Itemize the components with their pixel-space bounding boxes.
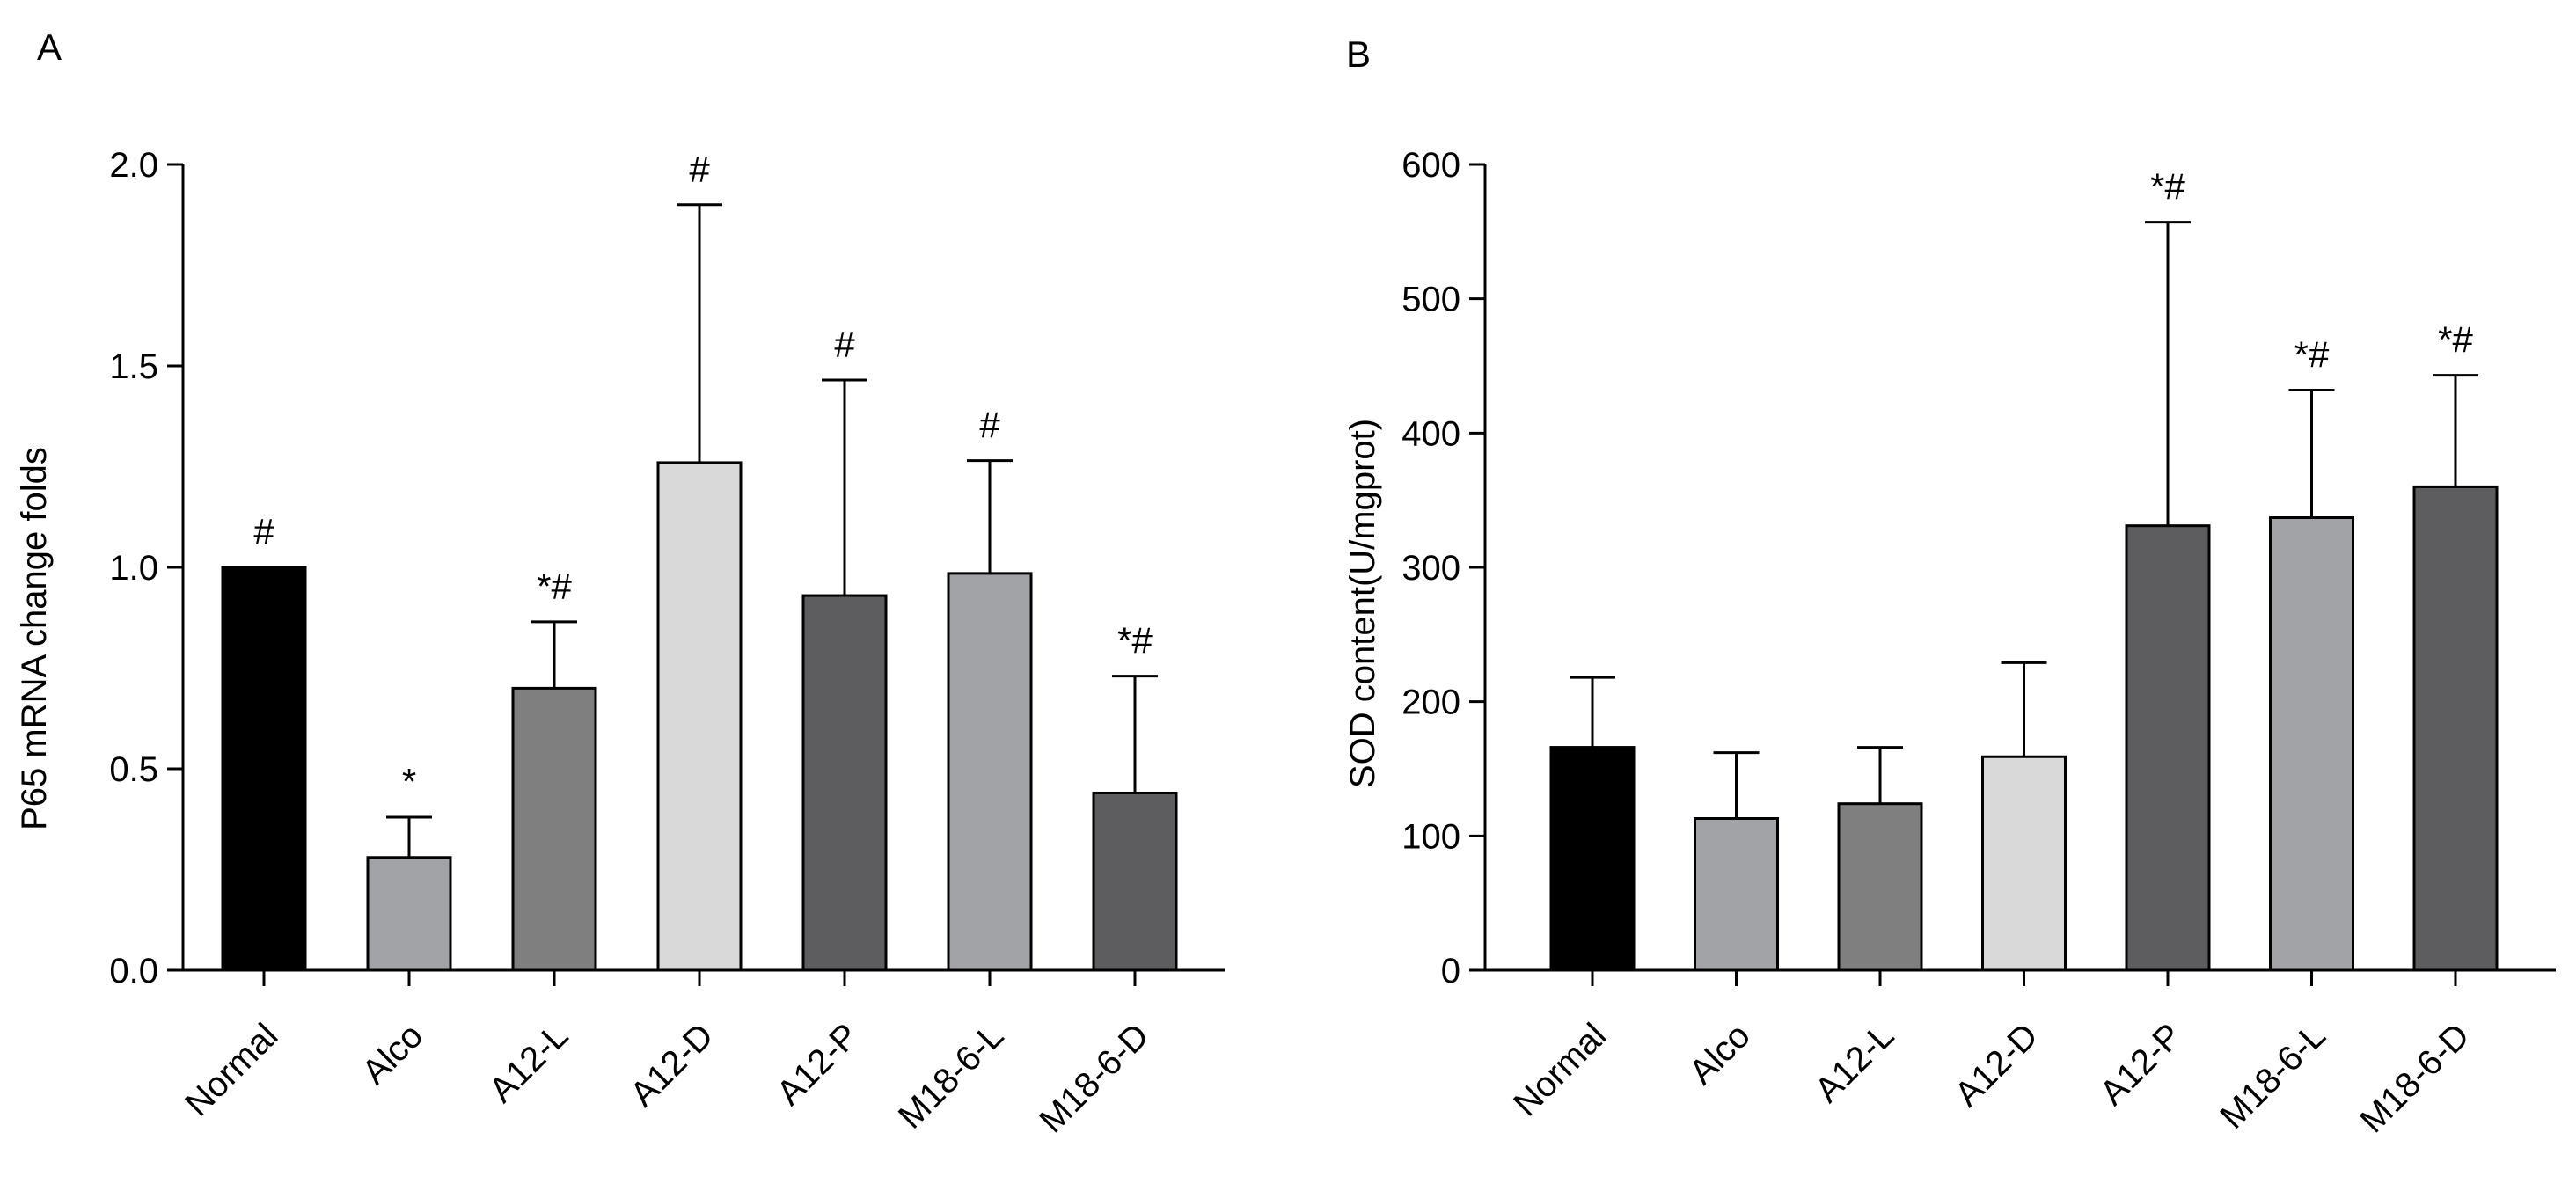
y-ticks: 0.0 0.5 1.0 1.5 2.0 <box>109 146 183 990</box>
x-tick-label: M18-6-D <box>2353 1016 2477 1140</box>
x-tick-label: Normal <box>1506 1016 1614 1123</box>
x-tick-label: M18-6-L <box>2213 1016 2332 1136</box>
bar <box>511 686 597 972</box>
y-tick-label: 0.0 <box>109 952 158 990</box>
y-tick-label: 500 <box>1401 281 1460 319</box>
x-tick-label: A12-D <box>623 1016 721 1114</box>
panel-a: A P65 mRNA change folds 0.00.51.01.52.0 … <box>15 26 1225 1140</box>
panel-label: A <box>37 26 62 68</box>
x-tick-label: A12-P <box>2093 1016 2190 1113</box>
bar <box>801 594 888 972</box>
x-tick-label: A12-D <box>1948 1016 2045 1114</box>
significance-mark: # <box>253 511 274 552</box>
significance-mark: *# <box>2438 319 2473 361</box>
x-tick-label: A12-P <box>770 1016 867 1113</box>
bar <box>947 572 1033 972</box>
significance-mark: *# <box>2150 166 2185 208</box>
y-tick-label: 1.5 <box>109 347 158 386</box>
x-tick-labels: Normal Alco A12-L A12-D A12-P M18-6-L M18-6-D <box>178 1016 1156 1140</box>
y-axis-title: SOD content(U/mgprot) <box>1343 419 1382 788</box>
x-tick-label: M18-6-L <box>891 1016 1011 1136</box>
significance-mark: *# <box>1117 620 1153 661</box>
y-tick-label: 600 <box>1401 146 1460 185</box>
bar <box>1092 791 1178 972</box>
axes <box>1483 164 2556 986</box>
bar <box>656 461 743 972</box>
x-tick-label: Normal <box>178 1016 285 1123</box>
y-ticks: 0 100 200 300 400 500 600 <box>1401 146 1485 990</box>
bar <box>1981 755 2067 972</box>
significance-marks: # * *# # # # *# <box>253 149 1153 802</box>
x-tick-label: A12-L <box>482 1016 576 1110</box>
bar <box>366 856 452 972</box>
bar <box>1549 746 1636 972</box>
significance-marks: *# *# *# <box>2150 166 2473 376</box>
y-tick-label: 300 <box>1401 549 1460 588</box>
bar <box>1694 816 1779 972</box>
bars <box>1549 485 2499 972</box>
bar <box>221 566 307 972</box>
bar <box>1837 802 1923 972</box>
significance-mark: *# <box>2294 333 2330 375</box>
y-tick-label: 200 <box>1401 683 1460 722</box>
bar <box>2269 516 2354 972</box>
x-tick-label: A12-L <box>1808 1016 1902 1110</box>
significance-mark: # <box>689 149 710 190</box>
significance-mark: *# <box>537 566 572 607</box>
panel-label: B <box>1346 33 1371 75</box>
panel-b: B SOD content(U/mgprot) 0 100 200 300 400 500… <box>1343 33 2556 1140</box>
y-tick-label: 100 <box>1401 817 1460 856</box>
error-bars <box>1570 221 2478 819</box>
y-axis-title: P65 mRNA change folds <box>15 447 54 830</box>
error-bars <box>386 203 1158 858</box>
significance-mark: # <box>979 405 1000 446</box>
x-tick-label: Alco <box>355 1016 430 1092</box>
bar <box>2125 524 2211 972</box>
axes <box>181 164 1225 986</box>
x-tick-label: Alco <box>1682 1016 1758 1092</box>
bars <box>221 461 1178 972</box>
x-tick-labels: Normal Alco A12-L A12-D A12-P M18-6-L M18-6-D <box>1506 1016 2477 1140</box>
y-tick-label: 0 <box>1441 952 1460 990</box>
significance-mark: * <box>402 761 416 802</box>
y-tick-label: 2.0 <box>109 146 158 185</box>
bar <box>2412 485 2499 972</box>
y-tick-label: 0.5 <box>109 750 158 789</box>
y-tick-label: 400 <box>1401 414 1460 453</box>
y-tick-label: 1.0 <box>109 549 158 588</box>
significance-mark: # <box>834 324 855 365</box>
x-tick-label: M18-6-D <box>1032 1016 1156 1140</box>
